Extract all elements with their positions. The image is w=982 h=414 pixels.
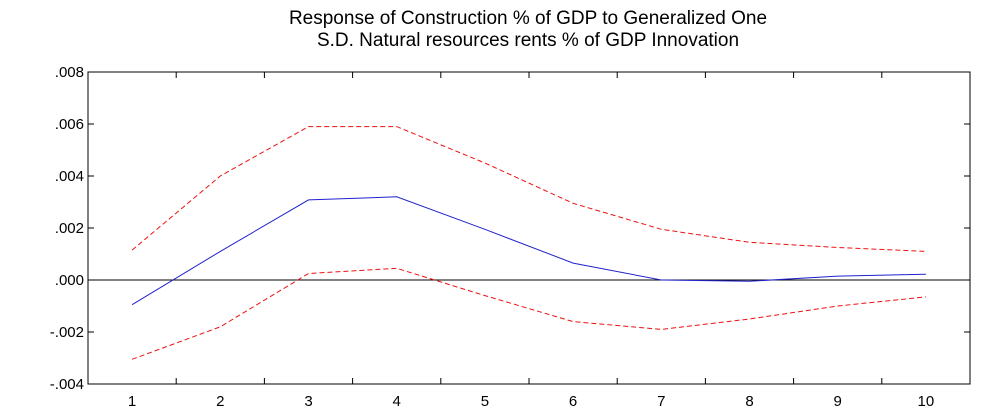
x-tick-label: 9 bbox=[834, 393, 842, 410]
y-tick-label: .006 bbox=[55, 116, 84, 133]
y-tick-label: .004 bbox=[55, 168, 84, 185]
response-series-line bbox=[131, 196, 926, 306]
plot-frame-layer bbox=[87, 71, 971, 385]
series-layer bbox=[131, 126, 926, 360]
y-tick-label: .000 bbox=[55, 272, 84, 289]
y-axis-layer: .008 .006 .004 .002 .000 -.002 -.004 bbox=[50, 64, 970, 393]
x-tick-label: 1 bbox=[128, 393, 136, 410]
y-tick-label: .008 bbox=[55, 64, 84, 81]
chart-title-line-2: S.D. Natural resources rents % of GDP In… bbox=[316, 30, 740, 51]
x-tick-label: 5 bbox=[481, 393, 489, 410]
x-tick-label: 10 bbox=[918, 393, 935, 410]
y-tick-label: -.002 bbox=[50, 324, 84, 341]
x-tick-label: 6 bbox=[569, 393, 577, 410]
x-axis-layer: 1 2 3 4 5 6 7 8 9 10 bbox=[128, 72, 934, 410]
x-tick-label: 7 bbox=[657, 393, 665, 410]
plot-frame bbox=[87, 71, 971, 385]
x-tick-label: 3 bbox=[304, 393, 312, 410]
lower-band-line bbox=[131, 267, 926, 360]
y-tick-label: .002 bbox=[55, 220, 84, 237]
x-tick-label: 8 bbox=[745, 393, 753, 410]
x-tick-label: 2 bbox=[216, 393, 224, 410]
upper-band-line bbox=[131, 126, 926, 252]
y-tick-label: -.004 bbox=[50, 376, 84, 393]
chart-title-line-1: Response of Construction % of GDP to Gen… bbox=[288, 8, 768, 29]
x-tick-label: 4 bbox=[393, 393, 401, 410]
